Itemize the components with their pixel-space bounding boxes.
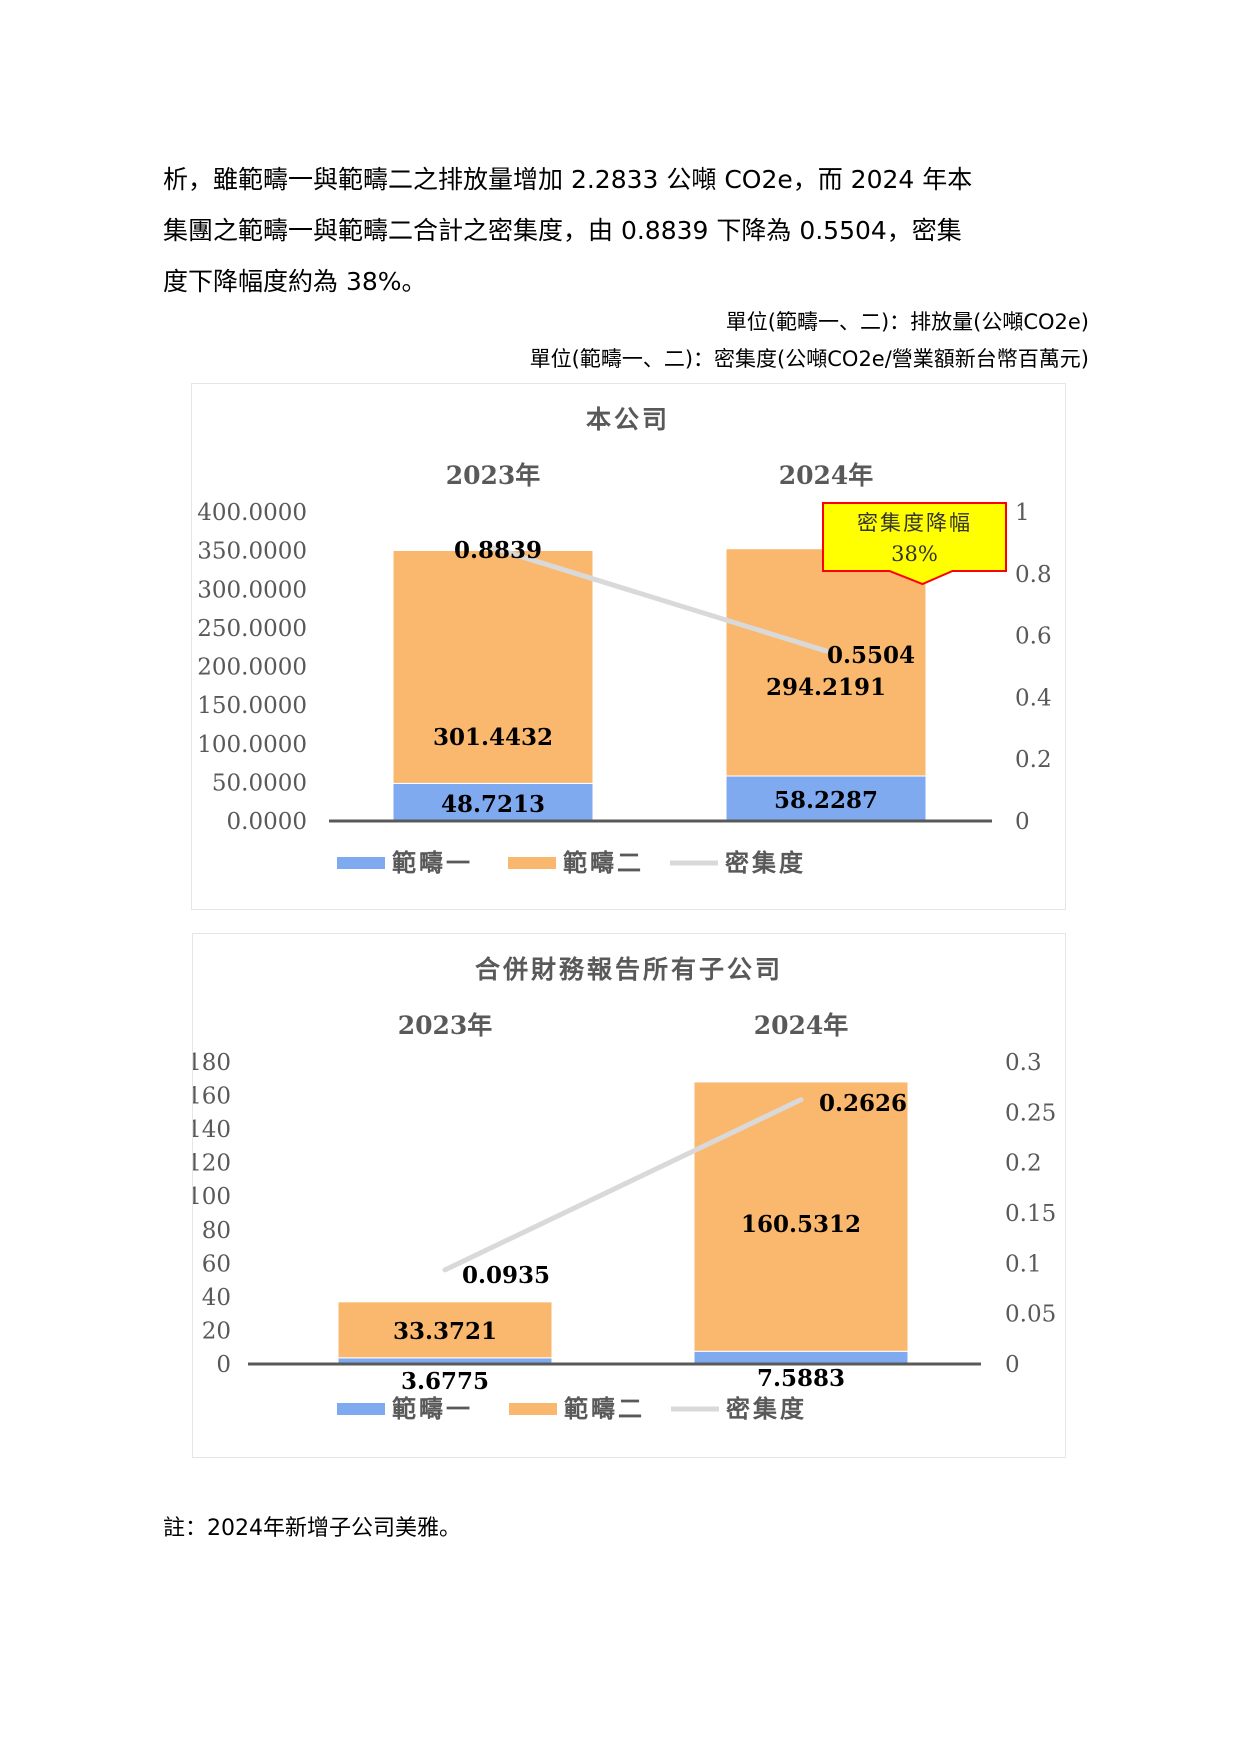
subsidiaries-chart-svg: 合併財務報告所有子公司 2023年 2024年 0 20 40 60 80 100 120 140 1… (193, 955, 1056, 1423)
y2-tick-label: 0.3 (1005, 1050, 1042, 1076)
y-tick-label: 100.0000 (197, 732, 307, 758)
y2-tick-label: 0.8 (1015, 562, 1052, 588)
y-tick-label: 140 (193, 1117, 231, 1143)
intensity-line (490, 545, 829, 654)
category-label: 2023年 (446, 461, 541, 490)
subsidiaries-chart: 合併財務報告所有子公司 2023年 2024年 0 20 40 60 80 100 120 140 1… (192, 933, 1066, 1458)
y2-tick-label: 0.2 (1005, 1151, 1042, 1177)
bar-scope2 (693, 1081, 909, 1352)
company-chart-svg: 本公司 2023年 2024年 0.0000 50.0000 100.0000 150.00… (197, 405, 1052, 877)
y2-tick-label: 0.4 (1015, 685, 1052, 711)
scope2-data-label: 294.2191 (766, 674, 886, 701)
intro-line: 析，雖範疇一與範疇二之排放量增加 2.2833 公噸 CO2e，而 2024 年… (163, 165, 973, 194)
intro-line: 集團之範疇一與範疇二合計之密集度，由 0.8839 下降為 0.5504，密集 (163, 216, 962, 245)
y-tick-label: 300.0000 (197, 577, 307, 603)
y-tick-label: 20 (202, 1318, 231, 1344)
bar-scope2 (337, 1301, 553, 1359)
intensity-data-label: 0.8839 (454, 537, 542, 564)
y-tick-label: 0 (216, 1352, 231, 1378)
y-tick-label: 60 (202, 1251, 231, 1277)
y-tick-label: 180 (193, 1050, 231, 1076)
category-label: 2024年 (779, 461, 874, 490)
y-tick-label: 40 (202, 1285, 231, 1311)
bar-scope2 (725, 548, 927, 777)
callout-text: 密集度降幅 (857, 511, 972, 535)
y2-tick-label: 0.25 (1005, 1100, 1056, 1126)
legend-label: 密集度 (725, 848, 806, 877)
chart-title: 本公司 (586, 405, 670, 434)
callout-text: 38% (891, 542, 938, 566)
legend-swatch (337, 1403, 385, 1415)
y-tick-label: 100 (193, 1184, 231, 1210)
bar-scope1 (693, 1350, 909, 1365)
y2-tick-label: 1 (1015, 500, 1030, 526)
legend-label: 範疇一 (392, 1394, 473, 1423)
y-tick-label: 250.0000 (197, 616, 307, 642)
chart-title: 合併財務報告所有子公司 (475, 955, 783, 984)
legend-label: 範疇二 (564, 1394, 645, 1423)
scope2-data-label: 301.4432 (433, 724, 553, 751)
intensity-data-label: 0.2626 (819, 1090, 907, 1117)
y-tick-label: 160 (193, 1084, 231, 1110)
intro-line: 度下降幅度約為 38%。 (163, 267, 427, 296)
y-tick-label: 150.0000 (197, 693, 307, 719)
category-label: 2023年 (398, 1011, 493, 1040)
intro-paragraph: 析，雖範疇一與範疇二之排放量增加 2.2833 公噸 CO2e，而 2024 年… (163, 154, 1093, 307)
scope1-data-label: 58.2287 (774, 787, 878, 814)
y-tick-label: 0.0000 (227, 809, 307, 835)
unit-intensity: 單位(範疇一、二)：密集度(公噸CO2e/營業額新台幣百萬元) (529, 347, 1089, 371)
bar-scope2 (392, 549, 594, 784)
intensity-data-label: 0.5504 (827, 642, 915, 669)
legend-swatch (509, 1403, 557, 1415)
y-tick-label: 350.0000 (197, 539, 307, 565)
y2-tick-label: 0.6 (1015, 624, 1052, 650)
footnote: 註：2024年新增子公司美雅。 (163, 1516, 461, 1541)
y2-tick-label: 0.1 (1005, 1251, 1042, 1277)
callout-shape (822, 502, 1007, 586)
y-tick-label: 120 (193, 1151, 231, 1177)
y2-tick-label: 0 (1005, 1352, 1020, 1378)
scope1-data-label: 7.5883 (757, 1365, 845, 1392)
y-tick-label: 50.0000 (212, 770, 307, 796)
legend-label: 範疇一 (392, 848, 473, 877)
intensity-data-label: 0.0935 (462, 1262, 550, 1289)
y2-tick-label: 0.2 (1015, 747, 1052, 773)
category-label: 2024年 (754, 1011, 849, 1040)
scope1-data-label: 3.6775 (401, 1368, 489, 1395)
scope1-data-label: 48.7213 (441, 791, 545, 818)
legend-swatch (337, 857, 385, 869)
legend-label: 密集度 (726, 1394, 807, 1423)
scope2-data-label: 160.5312 (741, 1211, 861, 1238)
scope2-data-label: 33.3721 (393, 1318, 497, 1345)
y2-tick-label: 0.15 (1005, 1201, 1056, 1227)
company-chart: 本公司 2023年 2024年 0.0000 50.0000 100.0000 150.00… (191, 383, 1066, 910)
y-tick-label: 400.0000 (197, 500, 307, 526)
y-tick-label: 80 (202, 1218, 231, 1244)
unit-emission: 單位(範疇一、二)：排放量(公噸CO2e) (725, 310, 1089, 334)
y2-tick-label: 0 (1015, 809, 1030, 835)
y-tick-label: 200.0000 (197, 655, 307, 681)
legend-swatch (508, 857, 556, 869)
bar-scope1 (392, 782, 594, 822)
y2-tick-label: 0.05 (1005, 1302, 1056, 1328)
intensity-line (442, 1097, 804, 1273)
legend-label: 範疇二 (563, 848, 644, 877)
